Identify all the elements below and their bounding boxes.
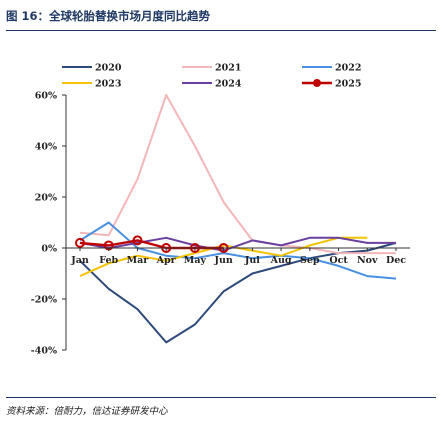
y-tick-label: 0% [41,244,57,255]
legend-label-2021: 2021 [215,63,241,74]
legend-marker-2025 [313,79,321,87]
series-line-2024 [79,236,396,252]
title-rule [6,30,436,31]
x-tick-label: May [184,255,207,266]
legend-label-2020: 2020 [95,63,122,74]
y-tick-label: 20% [35,193,57,204]
x-tick-label: Apr [156,255,177,266]
line-chart: 2020 2021 2022 2023 2024 2025 -40% -20% 0% 20% 40… [31,63,410,357]
series-layer [75,94,397,344]
x-tick-label: Jan [70,255,89,266]
legend-label-2024: 2024 [215,79,242,90]
legend-label-2022: 2022 [335,63,361,74]
y-tick-label: 60% [35,91,57,102]
x-tick-label: Jul [244,255,260,266]
legend: 2020 2021 2022 2023 2024 2025 [62,63,361,90]
y-axis: -40% -20% 0% 20% 40% 60% [31,91,67,357]
y-tick-label: -40% [31,346,57,357]
figure-title: 图 16：全球轮胎替换市场月度同比趋势 [6,9,211,23]
series-line-2023 [79,236,368,278]
x-tick-label: Aug [270,255,292,266]
series-line-2021 [79,94,396,255]
x-axis: Jan Feb Mar Apr May Jun Jul Aug Sep Oct Nov Dec [66,247,410,266]
x-tick-label: Jun [213,255,232,266]
y-tick-label: 40% [35,142,57,153]
series-point-2025 [132,235,143,246]
series-line-2022 [79,221,397,280]
x-tick-label: Feb [99,255,118,266]
legend-label-2025: 2025 [335,79,361,90]
x-tick-label: Nov [357,255,378,266]
x-tick-label: Mar [127,255,150,266]
series-point-2025 [75,237,85,248]
source-rule [6,397,436,398]
x-tick-label: Sep [300,255,320,266]
y-tick-label: -20% [31,295,57,306]
x-tick-label: Dec [386,255,406,266]
x-tick-label: Oct [329,255,348,266]
figure-source: 资料来源：倍耐力，信达证券研发中心 [6,406,168,417]
legend-label-2023: 2023 [95,79,121,90]
